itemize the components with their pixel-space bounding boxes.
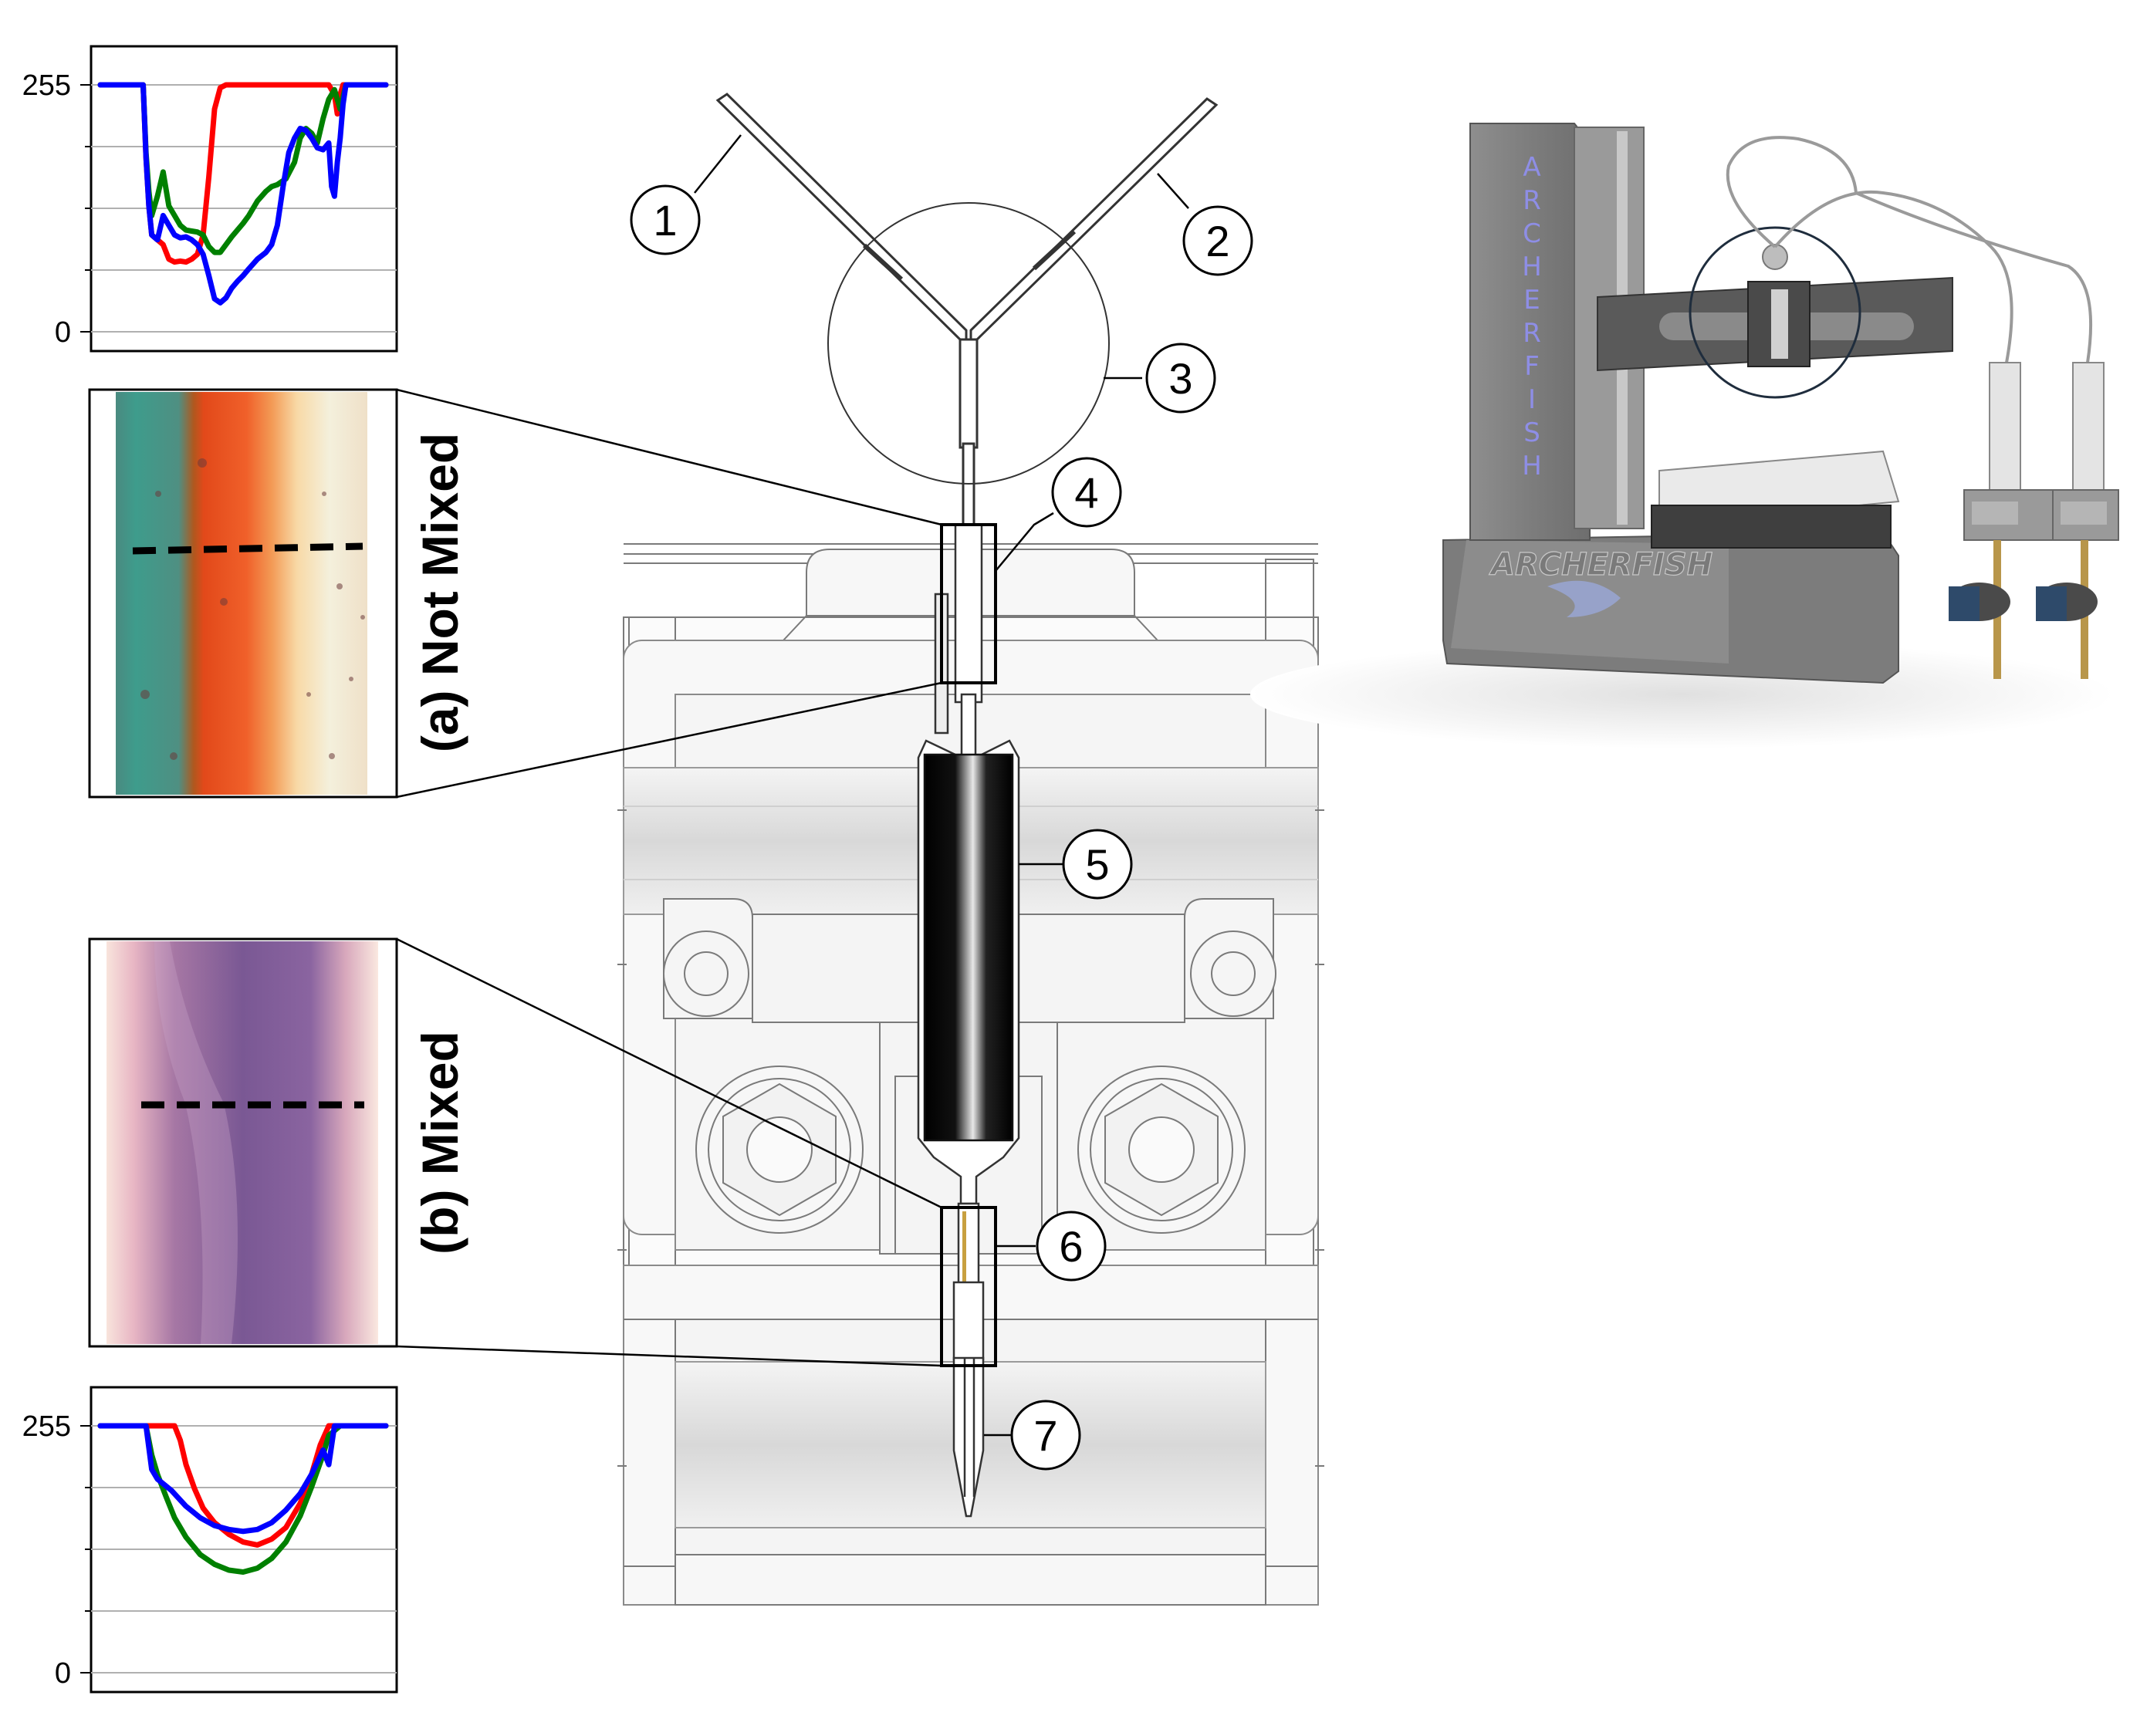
- micrograph-not-mixed-image: [116, 392, 367, 795]
- y-connector-detail-circle: [827, 202, 1110, 485]
- zoom-lines: [396, 388, 942, 1367]
- callout-7: 7: [1010, 1400, 1081, 1471]
- chart-top-series-blue: [97, 82, 389, 306]
- printer-render: ARCHERFISH ARCHERFISH: [1250, 123, 2119, 748]
- callout-4: 4: [1051, 457, 1122, 528]
- chart-bottom-mixed: 255 0: [22, 1386, 398, 1694]
- chart-bottom-tick-255: 255: [22, 1410, 71, 1443]
- panel-label-not-mixed: (a) Not Mixed: [411, 433, 468, 752]
- chart-top-lines: [97, 82, 389, 306]
- chart-top-not-mixed: 255 0: [22, 45, 398, 353]
- chart-top-y-axis: 255 0: [22, 69, 91, 349]
- callout-4-label: 4: [1074, 468, 1098, 517]
- printer-brand-letter: F: [1524, 351, 1540, 382]
- chart-bottom-series-blue: [97, 1423, 389, 1535]
- inlet-tube-2: [969, 97, 1219, 341]
- micrograph-not-mixed-speckles: [140, 458, 365, 760]
- printer-base-brand: ARCHERFISH: [1489, 547, 1712, 583]
- callout-5: 5: [1062, 829, 1133, 900]
- callout-6: 6: [1036, 1211, 1107, 1282]
- callout-1-label: 1: [653, 196, 677, 245]
- printer-vertical-brand: ARCHERFISH: [1522, 152, 1542, 481]
- chart-bottom-lines: [97, 1423, 389, 1575]
- chart-top-series-green: [97, 82, 389, 255]
- detail-box-4: [940, 523, 997, 684]
- callout-2: 2: [1182, 205, 1253, 276]
- callout-6-label: 6: [1059, 1222, 1083, 1271]
- callout-leaders: [694, 134, 1189, 1437]
- callout-3: 3: [1145, 343, 1216, 414]
- printer-brand-letter: I: [1528, 384, 1536, 415]
- inlet-tube-1: [715, 93, 968, 341]
- chart-top-tick-255: 255: [22, 69, 71, 102]
- printer-brand-letter: A: [1523, 152, 1540, 183]
- callout-7-label: 7: [1033, 1411, 1057, 1460]
- mixer-channel: [917, 523, 1020, 1518]
- chart-top-frame: [90, 45, 398, 353]
- panel-label-mixed: (b) Mixed: [411, 1031, 468, 1255]
- inlet-tubing: [1726, 136, 2093, 363]
- printer-brand-letter: H: [1522, 252, 1542, 282]
- printer-brand-letter: R: [1523, 318, 1541, 349]
- printer-brand-letter: C: [1523, 218, 1541, 249]
- syringe-pump-right: [2036, 362, 2119, 679]
- chart-bottom-series-red: [97, 1423, 389, 1548]
- printer-brand-letter: R: [1523, 185, 1541, 216]
- micrograph-mixed-image: [106, 941, 378, 1344]
- detail-box-6: [940, 1206, 997, 1367]
- chart-top-tick-0: 0: [55, 316, 71, 349]
- callout-1: 1: [630, 184, 701, 255]
- callouts: 1 2 3 4 5 6 7: [630, 184, 1253, 1471]
- micrograph-mixed-lightband: [154, 941, 238, 1344]
- callout-2-label: 2: [1205, 217, 1229, 265]
- chart-bottom-y-axis: 255 0: [22, 1410, 91, 1690]
- y-connector: [715, 93, 1219, 530]
- chart-bottom-tick-0: 0: [55, 1657, 71, 1690]
- printer-focus-circle: [1689, 226, 1861, 399]
- printer-brand-letter: E: [1523, 285, 1540, 316]
- micrograph-mixed: [88, 937, 398, 1348]
- printer-brand-letter: H: [1522, 451, 1542, 481]
- printer-brand-letter: S: [1523, 417, 1540, 448]
- callout-5-label: 5: [1085, 840, 1109, 889]
- stir-bar-barrel: [923, 753, 1014, 1142]
- micrograph-not-mixed: [88, 388, 398, 799]
- callout-3-label: 3: [1168, 354, 1192, 403]
- archerfish-logo: [1547, 580, 1621, 617]
- micrograph-not-mixed-sample-line: [132, 542, 363, 555]
